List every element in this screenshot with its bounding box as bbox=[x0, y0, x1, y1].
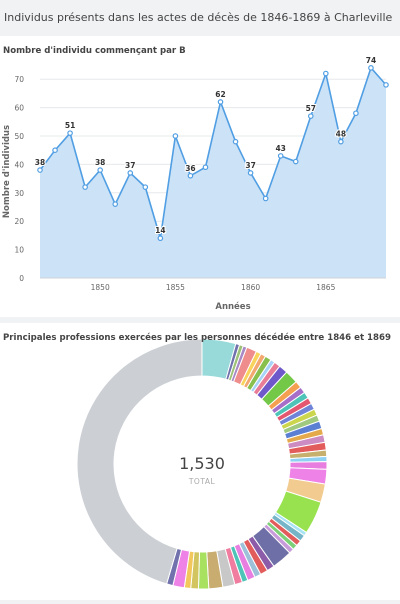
series-line bbox=[39, 66, 387, 239]
data-label: 37 bbox=[245, 161, 255, 170]
data-label: 38 bbox=[35, 158, 45, 167]
donut-chart-card: Principales professions exercées par les… bbox=[0, 323, 400, 600]
data-point bbox=[202, 164, 209, 171]
data-label: 38 bbox=[95, 158, 105, 167]
data-point bbox=[338, 138, 344, 145]
data-point bbox=[187, 172, 194, 179]
data-point bbox=[217, 99, 224, 105]
page-title: Individus présents dans les actes de déc… bbox=[4, 11, 393, 24]
data-point bbox=[142, 184, 149, 190]
y-tick-label: 40 bbox=[14, 160, 24, 169]
data-point bbox=[127, 170, 134, 176]
x-axis-title: Années bbox=[215, 301, 250, 312]
donut-total-label: TOTAL bbox=[188, 477, 216, 486]
data-point bbox=[323, 70, 329, 77]
line-chart-title: Nombre d'individu commençant par B bbox=[3, 46, 186, 56]
data-point bbox=[52, 147, 58, 154]
data-label: 14 bbox=[155, 226, 165, 235]
data-point bbox=[157, 235, 164, 242]
data-label: 37 bbox=[125, 161, 135, 170]
area-fill bbox=[40, 67, 386, 278]
y-tick-label: 60 bbox=[14, 104, 24, 113]
x-tick-label: 1850 bbox=[91, 283, 110, 292]
data-point bbox=[97, 167, 103, 173]
line-chart: 0 10 20 30 40 50 60 70 1850 1855 1860 1865 Années Nom… bbox=[2, 55, 389, 312]
data-point bbox=[383, 82, 389, 88]
data-point bbox=[112, 201, 119, 207]
data-label: 36 bbox=[185, 164, 195, 173]
y-tick-label: 50 bbox=[14, 132, 24, 141]
data-point bbox=[292, 158, 299, 165]
data-point bbox=[277, 153, 284, 159]
data-point bbox=[37, 167, 43, 173]
data-point bbox=[82, 184, 88, 190]
data-label: 48 bbox=[336, 130, 346, 139]
y-axis-title: Nombre d'individus bbox=[2, 125, 12, 218]
data-point bbox=[262, 195, 269, 202]
line-chart-card: Nombre d'individu commençant par B 0 10 20… bbox=[0, 36, 400, 317]
donut-slice bbox=[197, 551, 210, 590]
data-label: 57 bbox=[306, 104, 316, 113]
data-point bbox=[172, 133, 179, 139]
x-tick-label: 1860 bbox=[241, 283, 260, 292]
x-tick-label: 1865 bbox=[316, 283, 335, 292]
data-label: 62 bbox=[215, 90, 225, 99]
donut-slice bbox=[76, 338, 203, 585]
data-point bbox=[247, 170, 254, 176]
y-tick-label: 10 bbox=[14, 246, 24, 255]
y-tick-label: 20 bbox=[14, 217, 24, 226]
donut-chart: 1,530 TOTAL bbox=[76, 338, 328, 590]
data-label: 43 bbox=[275, 144, 285, 153]
donut-total-value: 1,530 bbox=[179, 454, 225, 473]
data-point bbox=[368, 65, 374, 71]
data-point bbox=[232, 138, 239, 145]
x-tick-label: 1855 bbox=[166, 283, 185, 292]
data-point bbox=[67, 130, 73, 136]
data-label: 51 bbox=[65, 121, 75, 130]
y-tick-label: 0 bbox=[19, 274, 24, 283]
y-tick-label: 30 bbox=[14, 189, 24, 198]
donut-chart-title: Principales professions exercées par les… bbox=[3, 333, 391, 343]
data-point bbox=[307, 113, 314, 119]
data-point bbox=[353, 110, 359, 117]
data-label: 74 bbox=[366, 56, 376, 65]
y-tick-label: 70 bbox=[14, 75, 24, 84]
